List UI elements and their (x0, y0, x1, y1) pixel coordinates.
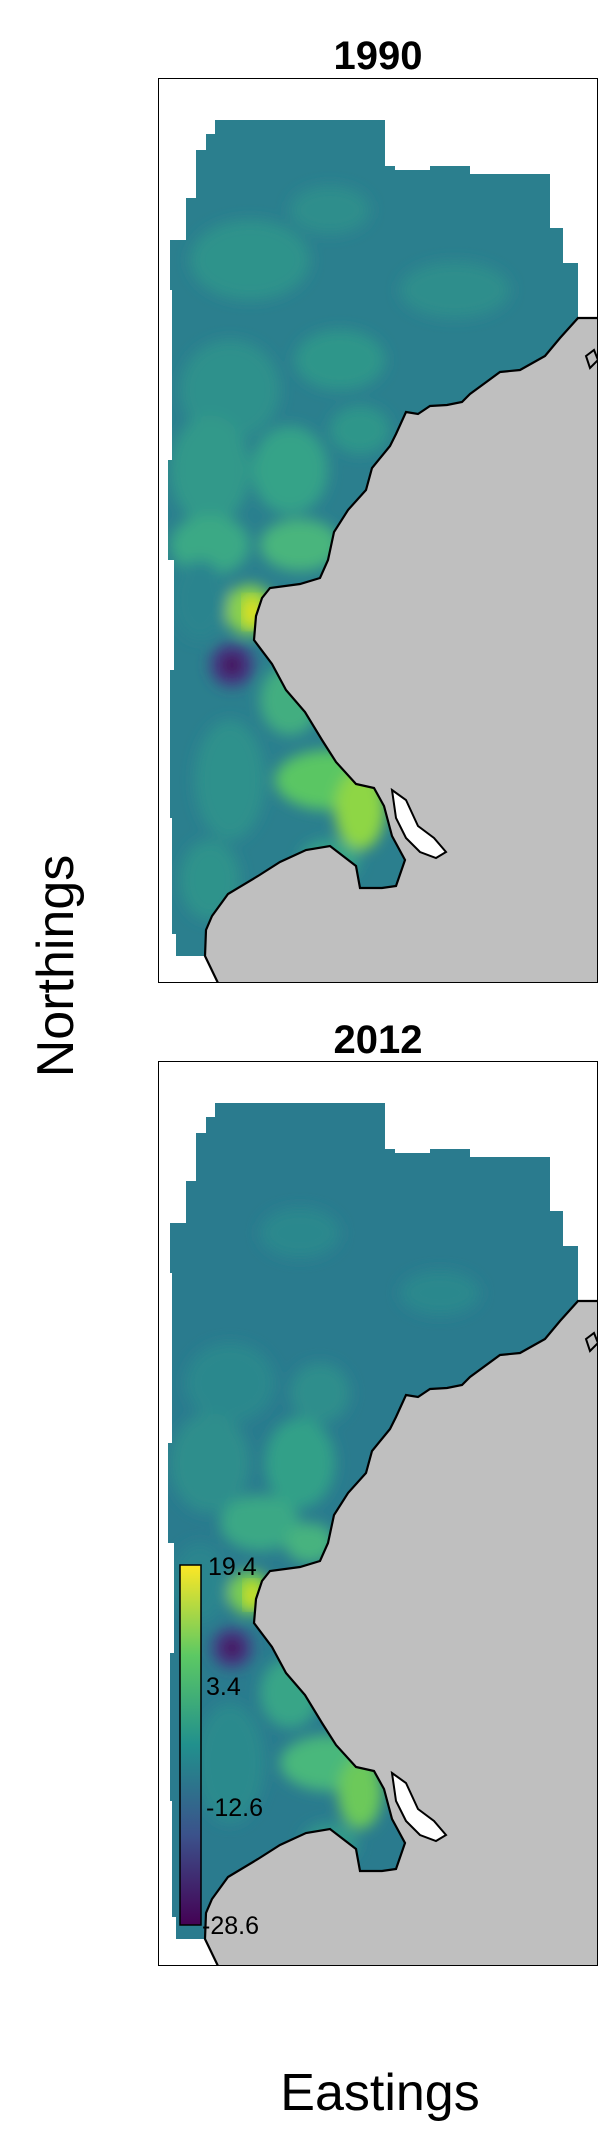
legend-label-min: -28.6 (202, 1912, 259, 1940)
legend-color-bar (179, 1564, 202, 1926)
coastline (203, 1299, 598, 1966)
island (584, 348, 598, 370)
estuary-inlet (390, 1770, 448, 1843)
panel-title-2012: 2012 (333, 1018, 423, 1062)
land-area (205, 1301, 598, 1966)
map-panel-1990 (158, 78, 598, 983)
x-axis-label: Eastings (280, 2064, 480, 2122)
island (584, 1331, 598, 1353)
coastline (203, 316, 598, 983)
legend-label-max: 19.4 (208, 1553, 257, 1581)
color-legend: 19.4 3.4 -12.6 -28.6 (179, 1553, 263, 1940)
land-area (205, 318, 598, 983)
panel-title-1990: 1990 (333, 34, 423, 78)
legend-label-mid-low: -12.6 (206, 1794, 263, 1822)
legend-label-mid-high: 3.4 (206, 1673, 241, 1701)
estuary-inlet (390, 787, 448, 860)
map-panel-2012 (158, 1061, 598, 1966)
